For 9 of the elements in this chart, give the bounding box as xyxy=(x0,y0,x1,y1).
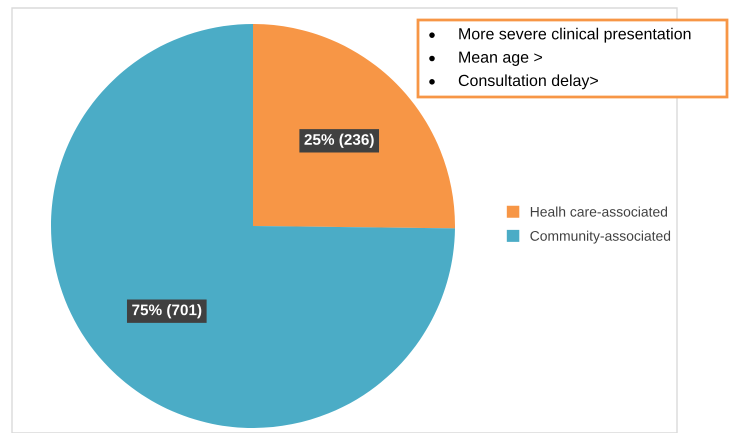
text: Consultation delay> xyxy=(458,74,598,90)
legend-label: Community-associated xyxy=(530,230,670,244)
text: More severe clinical presentation xyxy=(459,28,690,43)
pie-slice xyxy=(51,24,455,428)
data-label: 75% (701) xyxy=(132,304,202,318)
legend-label: Healh care-associated xyxy=(530,206,668,217)
text: Mean age > xyxy=(459,52,542,66)
data-label: 25% (236) xyxy=(304,134,374,148)
pie-slice xyxy=(253,24,455,228)
